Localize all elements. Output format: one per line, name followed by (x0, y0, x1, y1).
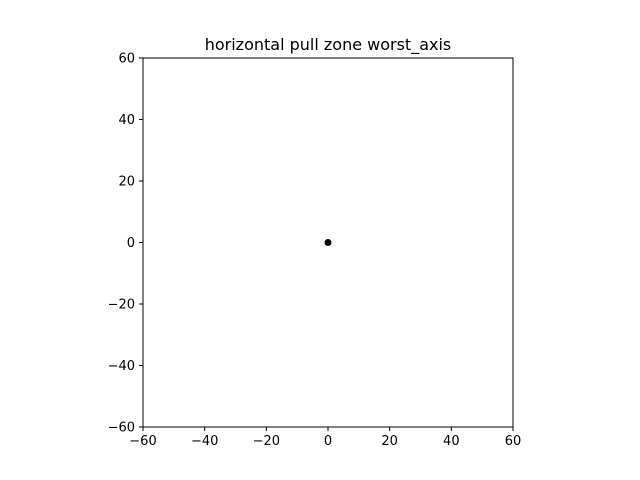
y-tick-label: 60 (118, 52, 135, 67)
x-tick-label: 0 (324, 434, 332, 449)
x-tick-label: 40 (443, 434, 460, 449)
y-tick-label: 40 (118, 113, 135, 128)
x-tick-label: −20 (253, 434, 280, 449)
y-tick-label: 0 (127, 236, 135, 251)
x-tick-label: 20 (381, 434, 398, 449)
x-tick-label: 60 (505, 434, 522, 449)
chart-title: horizontal pull zone worst_axis (205, 35, 452, 55)
plot-area: −60 −40 −20 0 20 40 60 −60 −40 −20 0 20 40 60 (108, 52, 522, 450)
x-tick-label: −60 (129, 434, 156, 449)
y-tick-label: −20 (108, 298, 135, 313)
y-tick-label: −60 (108, 421, 135, 436)
x-tick-label: −40 (191, 434, 218, 449)
y-tick-label: −40 (108, 359, 135, 374)
data-point (324, 239, 332, 246)
y-tick-label: 20 (118, 175, 135, 190)
